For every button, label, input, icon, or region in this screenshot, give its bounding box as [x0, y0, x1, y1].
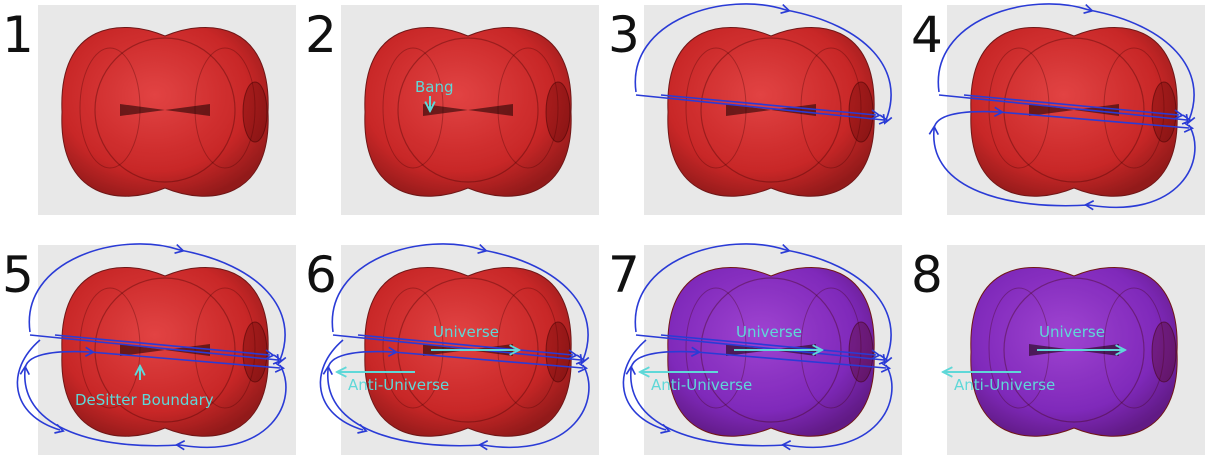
panel-number: 8 — [911, 246, 943, 304]
panel: 4 — [911, 4, 1205, 215]
annotation: Universe — [736, 323, 802, 341]
panel-number: 5 — [2, 246, 34, 304]
panel-number: 1 — [2, 6, 34, 64]
panel-number: 4 — [911, 6, 943, 64]
panel: 7 Universe Anti-Universe — [608, 244, 902, 455]
panel: 5 DeSitter Boundary — [2, 244, 296, 455]
throat — [849, 82, 873, 142]
panel: 6 Universe Anti-Universe — [305, 244, 599, 455]
throat — [1152, 322, 1176, 382]
annotation: Universe — [433, 323, 499, 341]
panel: 1 — [2, 5, 296, 215]
panel-number: 6 — [305, 246, 337, 304]
annotation: Anti-Universe — [954, 376, 1055, 394]
panel-number: 7 — [608, 246, 640, 304]
annotation: Bang — [415, 78, 454, 96]
throat — [546, 82, 570, 142]
throat — [243, 82, 267, 142]
panel: 2 Bang — [305, 5, 599, 215]
panel-number: 3 — [608, 6, 640, 64]
annotation: Anti-Universe — [348, 376, 449, 394]
throat — [849, 322, 873, 382]
throat — [243, 322, 267, 382]
figure: 1 2 Bang 3 4 5 DeSitter Boundary 6 Universe Anti-… — [0, 0, 1212, 458]
annotation: DeSitter Boundary — [75, 391, 214, 409]
panel: 3 — [608, 4, 902, 215]
throat — [1152, 82, 1176, 142]
annotation: Anti-Universe — [651, 376, 752, 394]
panel: 8 Universe Anti-Universe — [911, 245, 1205, 455]
panel-number: 2 — [305, 6, 337, 64]
throat — [546, 322, 570, 382]
annotation: Universe — [1039, 323, 1105, 341]
